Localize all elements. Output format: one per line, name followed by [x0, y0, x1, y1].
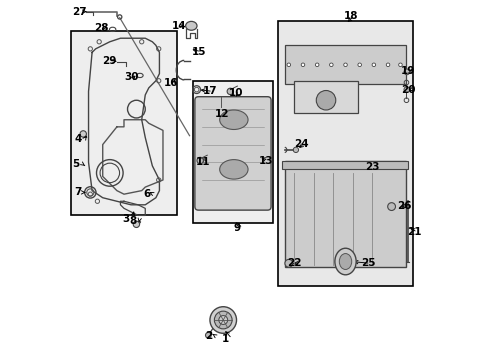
Ellipse shape — [205, 332, 211, 338]
Text: 19: 19 — [400, 66, 415, 76]
Text: 25: 25 — [360, 258, 374, 268]
Ellipse shape — [293, 147, 298, 153]
Text: 23: 23 — [364, 162, 379, 171]
Ellipse shape — [316, 90, 335, 110]
Text: 3: 3 — [122, 214, 129, 224]
Text: 1: 1 — [222, 334, 229, 344]
Text: 2: 2 — [205, 331, 212, 341]
Ellipse shape — [334, 248, 355, 275]
Bar — [285, 161, 405, 267]
Text: 28: 28 — [94, 23, 108, 33]
Ellipse shape — [133, 221, 139, 228]
Text: 5: 5 — [72, 159, 80, 169]
Ellipse shape — [329, 63, 332, 67]
Text: 30: 30 — [124, 72, 138, 82]
Text: 8: 8 — [129, 216, 136, 226]
Ellipse shape — [185, 21, 197, 30]
Ellipse shape — [403, 69, 409, 75]
Text: 21: 21 — [407, 228, 421, 238]
Ellipse shape — [219, 110, 247, 130]
Ellipse shape — [226, 88, 233, 95]
Ellipse shape — [398, 63, 402, 67]
Text: 22: 22 — [286, 258, 301, 268]
Text: 15: 15 — [191, 47, 205, 57]
Bar — [193, 81, 272, 222]
Text: 7: 7 — [74, 188, 81, 197]
Text: 24: 24 — [293, 139, 308, 149]
Text: 4: 4 — [74, 134, 81, 144]
Text: 10: 10 — [228, 88, 243, 98]
Text: 20: 20 — [400, 85, 415, 95]
Ellipse shape — [386, 63, 389, 67]
Text: 27: 27 — [72, 6, 87, 17]
Bar — [285, 45, 405, 84]
Text: 12: 12 — [214, 109, 228, 120]
Bar — [278, 21, 412, 286]
Ellipse shape — [214, 311, 232, 329]
Ellipse shape — [339, 253, 351, 270]
Text: 9: 9 — [233, 223, 240, 233]
Text: 29: 29 — [102, 56, 116, 66]
Ellipse shape — [343, 63, 346, 67]
Text: 18: 18 — [343, 11, 358, 21]
Ellipse shape — [197, 157, 203, 164]
Text: 13: 13 — [258, 156, 273, 166]
Ellipse shape — [371, 63, 375, 67]
Bar — [293, 81, 357, 113]
Ellipse shape — [285, 260, 292, 267]
Ellipse shape — [219, 159, 247, 179]
Bar — [282, 161, 407, 169]
Bar — [71, 31, 177, 215]
Ellipse shape — [209, 307, 236, 333]
Ellipse shape — [301, 63, 304, 67]
Ellipse shape — [403, 87, 409, 93]
Ellipse shape — [286, 63, 290, 67]
Text: 17: 17 — [203, 86, 217, 96]
Ellipse shape — [357, 63, 361, 67]
Text: 26: 26 — [396, 201, 410, 211]
Ellipse shape — [218, 316, 227, 324]
Text: 16: 16 — [163, 77, 178, 87]
Text: 6: 6 — [143, 189, 150, 199]
Ellipse shape — [80, 131, 86, 137]
Text: 14: 14 — [171, 21, 186, 31]
Ellipse shape — [315, 63, 318, 67]
FancyBboxPatch shape — [195, 97, 270, 210]
Ellipse shape — [387, 203, 395, 211]
Text: 11: 11 — [196, 157, 210, 167]
